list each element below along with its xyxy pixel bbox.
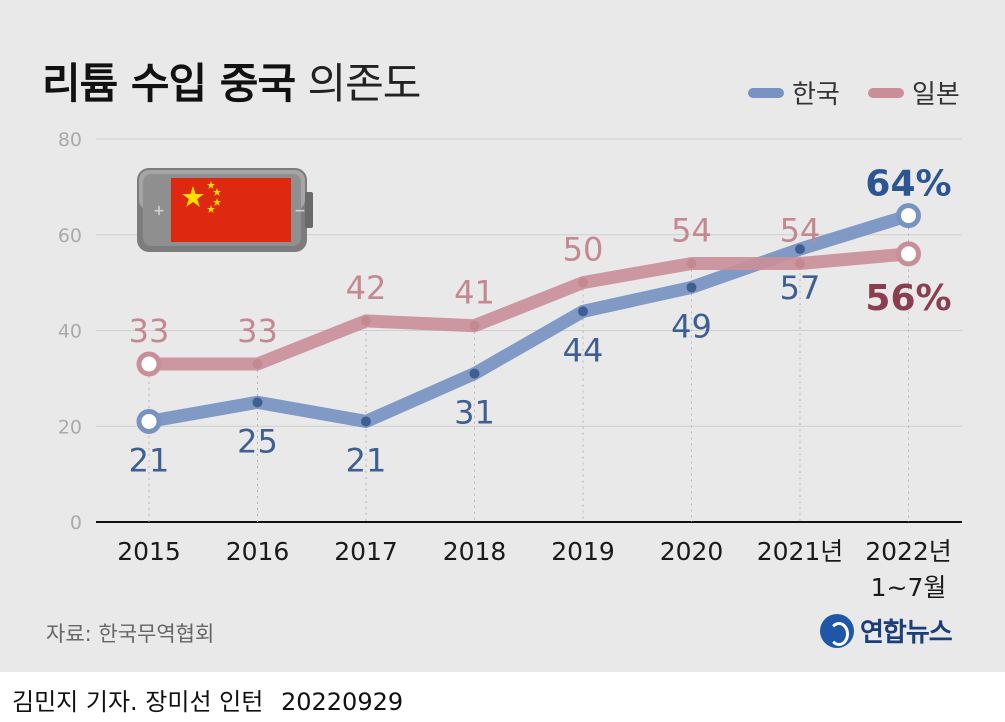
china-battery-icon: + − bbox=[137, 168, 313, 252]
data-label-japan: 56% bbox=[865, 278, 951, 319]
data-label-korea: 21 bbox=[129, 441, 170, 479]
data-label-japan: 54 bbox=[780, 211, 821, 249]
legend-label-japan: 일본 bbox=[912, 80, 960, 110]
data-label-japan: 54 bbox=[671, 211, 712, 249]
title-bold: 리튬 수입 중국 bbox=[42, 59, 296, 108]
data-label-korea: 21 bbox=[346, 441, 387, 479]
label-layer: 21 25 21 31 44 49 57 64% 33 33 42 41 50 54 54 56% bbox=[129, 164, 952, 480]
endpoint-marker-korea bbox=[896, 203, 921, 229]
title-light: 의존도 bbox=[307, 59, 421, 108]
x-tick-label: 2021년 bbox=[757, 537, 844, 566]
data-label-korea: 49 bbox=[671, 307, 712, 345]
line-chart: 0 20 40 60 80 2015 2016 2017 2018 2019 2020 2021년 20… bbox=[58, 129, 962, 600]
svg-text:+: + bbox=[153, 203, 165, 219]
credit-line: 김민지 기자. 장미선 인턴 20220929 bbox=[12, 682, 403, 717]
endpoint-marker-korea bbox=[136, 408, 162, 434]
credit-date: 20220929 bbox=[280, 688, 404, 716]
credit-author: 김민지 기자. 장미선 인턴 bbox=[12, 688, 264, 716]
data-point-japan bbox=[795, 258, 805, 269]
legend-label-korea: 한국 bbox=[792, 80, 840, 110]
data-point-korea bbox=[252, 397, 263, 408]
data-label-japan: 42 bbox=[346, 269, 387, 307]
y-tick-label: 40 bbox=[58, 321, 82, 343]
svg-text:−: − bbox=[294, 203, 306, 219]
data-label-korea: 25 bbox=[237, 422, 278, 460]
data-label-korea: 57 bbox=[780, 269, 821, 307]
data-point-japan bbox=[361, 315, 371, 326]
data-label-japan: 33 bbox=[237, 312, 278, 350]
data-point-korea bbox=[795, 244, 805, 255]
data-point-japan bbox=[252, 359, 263, 370]
chart-title: 리튬 수입 중국 의존도 bbox=[42, 50, 421, 111]
y-tick-label: 60 bbox=[58, 225, 82, 247]
y-tick-label: 0 bbox=[70, 512, 82, 534]
data-point-japan bbox=[578, 277, 588, 288]
data-label-japan: 41 bbox=[454, 274, 495, 312]
data-point-korea bbox=[578, 306, 588, 317]
legend-swatch-japan bbox=[868, 87, 904, 98]
data-label-korea: 44 bbox=[563, 331, 604, 369]
data-point-japan bbox=[686, 258, 697, 269]
yonhap-logo: 연합뉴스 bbox=[820, 612, 953, 649]
y-tick-label: 80 bbox=[58, 129, 82, 151]
x-tick-label: 2020 bbox=[660, 537, 724, 566]
chart-panel: 리튬 수입 중국 의존도 한국 일본 0 20 40 60 80 2015 2016 2017… bbox=[0, 0, 1005, 672]
grid-layer: 0 20 40 60 80 2015 2016 2017 2018 2019 2020 2021년 20… bbox=[58, 129, 962, 600]
series-line-korea bbox=[142, 209, 915, 428]
series-layer bbox=[136, 203, 921, 434]
endpoint-marker-japan bbox=[136, 351, 162, 377]
legend-item-japan: 일본 bbox=[868, 74, 960, 111]
yonhap-logo-icon bbox=[820, 613, 854, 648]
x-tick-label: 2018 bbox=[443, 537, 507, 566]
data-label-korea: 31 bbox=[454, 394, 495, 432]
x-tick-label: 2019 bbox=[551, 537, 615, 566]
endpoint-marker-japan bbox=[896, 241, 921, 267]
data-label-japan: 50 bbox=[563, 231, 604, 269]
data-point-korea bbox=[469, 368, 480, 379]
x-tick-label: 2015 bbox=[117, 537, 181, 566]
data-point-korea bbox=[686, 282, 697, 293]
legend-swatch-korea bbox=[748, 87, 784, 98]
x-tick-label: 2016 bbox=[226, 537, 290, 566]
data-label-korea: 64% bbox=[865, 164, 951, 205]
credit-bar: 김민지 기자. 장미선 인턴 20220929 bbox=[0, 672, 1005, 722]
data-point-japan bbox=[469, 320, 480, 331]
yonhap-logo-text: 연합뉴스 bbox=[860, 618, 953, 648]
y-tick-label: 20 bbox=[58, 416, 82, 438]
legend-item-korea: 한국 bbox=[748, 74, 840, 111]
x-tick-label: 2022년 bbox=[865, 537, 952, 566]
source-note: 자료: 한국무역협회 bbox=[46, 622, 215, 646]
data-point-korea bbox=[361, 416, 371, 427]
x-tick-label: 1~7월 bbox=[871, 573, 947, 600]
data-label-japan: 33 bbox=[129, 312, 170, 350]
x-tick-label: 2017 bbox=[334, 537, 398, 566]
series-line-japan bbox=[142, 247, 915, 371]
